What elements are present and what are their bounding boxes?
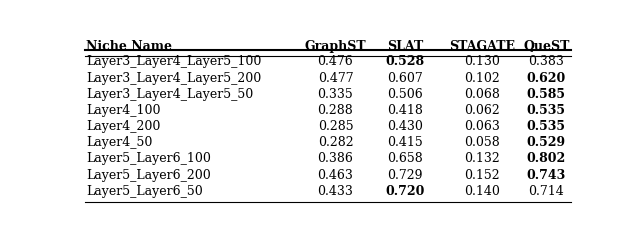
Text: GraphST: GraphST — [305, 40, 366, 53]
Text: Layer3_Layer4_Layer5_200: Layer3_Layer4_Layer5_200 — [86, 72, 261, 85]
Text: 0.386: 0.386 — [317, 152, 353, 165]
Text: QueST: QueST — [523, 40, 570, 53]
Text: 0.430: 0.430 — [387, 120, 423, 133]
Text: 0.620: 0.620 — [527, 72, 566, 85]
Text: 0.288: 0.288 — [317, 104, 353, 117]
Text: 0.068: 0.068 — [464, 88, 500, 101]
Text: 0.585: 0.585 — [527, 88, 566, 101]
Text: Layer5_Layer6_50: Layer5_Layer6_50 — [86, 185, 203, 198]
Text: Layer4_200: Layer4_200 — [86, 120, 161, 133]
Text: 0.529: 0.529 — [527, 136, 566, 149]
Text: 0.433: 0.433 — [317, 185, 353, 198]
Text: 0.714: 0.714 — [529, 185, 564, 198]
Text: 0.476: 0.476 — [317, 55, 353, 68]
Text: 0.658: 0.658 — [387, 152, 423, 165]
Text: 0.063: 0.063 — [464, 120, 500, 133]
Text: Layer3_Layer4_Layer5_50: Layer3_Layer4_Layer5_50 — [86, 88, 253, 101]
Text: 0.535: 0.535 — [527, 120, 566, 133]
Text: 0.285: 0.285 — [317, 120, 353, 133]
Text: 0.720: 0.720 — [385, 185, 424, 198]
Text: 0.130: 0.130 — [464, 55, 500, 68]
Text: Layer4_50: Layer4_50 — [86, 136, 152, 149]
Text: 0.729: 0.729 — [387, 169, 422, 182]
Text: Layer5_Layer6_100: Layer5_Layer6_100 — [86, 152, 211, 165]
Text: 0.418: 0.418 — [387, 104, 423, 117]
Text: STAGATE: STAGATE — [449, 40, 515, 53]
Text: 0.335: 0.335 — [317, 88, 353, 101]
Text: 0.140: 0.140 — [464, 185, 500, 198]
Text: 0.528: 0.528 — [385, 55, 424, 68]
Text: 0.743: 0.743 — [527, 169, 566, 182]
Text: 0.535: 0.535 — [527, 104, 566, 117]
Text: 0.062: 0.062 — [464, 104, 500, 117]
Text: Niche Name: Niche Name — [86, 40, 172, 53]
Text: 0.282: 0.282 — [317, 136, 353, 149]
Text: 0.802: 0.802 — [527, 152, 566, 165]
Text: 0.477: 0.477 — [317, 72, 353, 85]
Text: Layer4_100: Layer4_100 — [86, 104, 161, 117]
Text: 0.058: 0.058 — [464, 136, 500, 149]
Text: 0.383: 0.383 — [528, 55, 564, 68]
Text: 0.415: 0.415 — [387, 136, 423, 149]
Text: 0.102: 0.102 — [464, 72, 500, 85]
Text: Layer3_Layer4_Layer5_100: Layer3_Layer4_Layer5_100 — [86, 55, 261, 68]
Text: 0.607: 0.607 — [387, 72, 423, 85]
Text: Layer5_Layer6_200: Layer5_Layer6_200 — [86, 169, 211, 182]
Text: 0.152: 0.152 — [464, 169, 500, 182]
Text: 0.506: 0.506 — [387, 88, 423, 101]
Text: 0.463: 0.463 — [317, 169, 353, 182]
Text: SLAT: SLAT — [387, 40, 423, 53]
Text: 0.132: 0.132 — [464, 152, 500, 165]
